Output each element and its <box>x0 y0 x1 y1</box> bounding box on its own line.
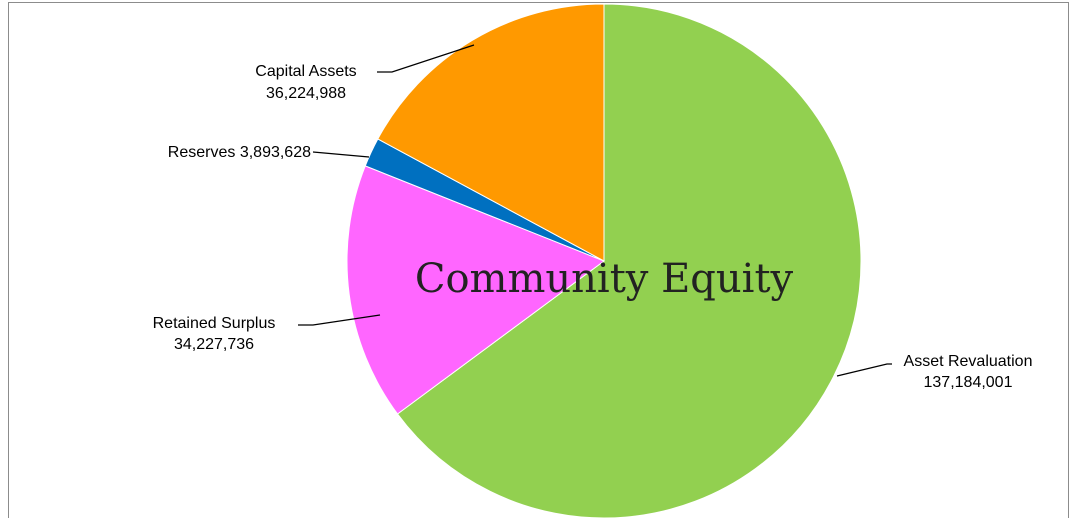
slice-value-retained-surplus: 34,227,736 <box>174 336 254 353</box>
leader-line-asset-revaluation <box>836 363 892 377</box>
leader-line-capital-assets <box>377 44 475 73</box>
slice-label-retained-surplus: Retained Surplus <box>153 315 276 332</box>
slices-group <box>346 3 862 518</box>
leader-line-retained-surplus <box>298 314 381 326</box>
leader-lines-group <box>298 44 892 377</box>
slice-label-capital-assets: Capital Assets <box>255 63 356 80</box>
chart-title: Community Equity <box>415 256 794 302</box>
slice-value-capital-assets: 36,224,988 <box>266 85 346 102</box>
pie-slice-asset-revaluation <box>396 3 862 518</box>
labels-group: Asset Revaluation 137,184,001 Retained Sur… <box>153 63 1033 391</box>
leader-line-reserves <box>312 151 370 158</box>
pie-slice-retained-surplus <box>346 165 606 415</box>
slice-label-asset-revaluation: Asset Revaluation <box>904 353 1033 370</box>
slice-value-asset-revaluation: 137,184,001 <box>924 374 1013 391</box>
pie-slice-capital-assets <box>377 3 605 262</box>
slice-label-reserves: Reserves 3,893,628 <box>168 144 311 161</box>
